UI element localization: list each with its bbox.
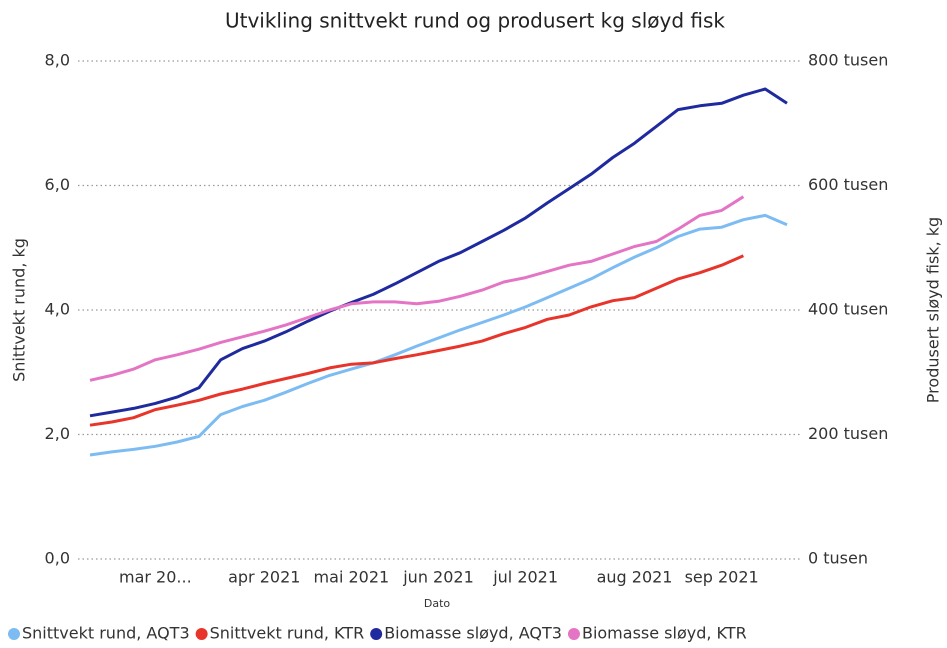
legend-marker	[567, 628, 580, 640]
x-tick-label: jun 2021	[402, 568, 474, 587]
legend-label: Snittvekt rund, KTR	[210, 624, 365, 643]
legend-marker	[8, 628, 20, 640]
series-line	[89, 254, 744, 427]
x-tick-label: aug 2021	[597, 568, 673, 587]
x-tick-label: mar 20...	[119, 568, 192, 587]
y-tick-label: 2,0	[45, 424, 70, 443]
y-tick-label: 4,0	[45, 300, 70, 319]
x-tick-label: mai 2021	[314, 568, 390, 587]
legend-label: Snittvekt rund, AQT3	[22, 624, 190, 643]
x-tick-label: jul 2021	[492, 568, 558, 587]
y-axis-title: Snittvekt rund, kg	[10, 238, 29, 382]
y2-tick-label: 0 tusen	[808, 549, 868, 568]
y-tick-label: 8,0	[45, 51, 70, 70]
y2-tick-label: 400 tusen	[808, 300, 888, 319]
y2-tick-label: 200 tusen	[808, 424, 888, 443]
x-tick-label: apr 2021	[228, 568, 300, 587]
y2-tick-label: 800 tusen	[808, 51, 888, 70]
chart-title: Utvikling snittvekt rund og produsert kg…	[225, 9, 725, 33]
y2-tick-label: 600 tusen	[808, 175, 888, 194]
y-tick-label: 0,0	[45, 549, 70, 568]
legend-marker	[195, 628, 208, 640]
series-line	[89, 195, 745, 382]
y-tick-label: 6,0	[45, 175, 70, 194]
legend-marker	[370, 628, 383, 640]
series-line	[89, 213, 788, 457]
x-tick-label: sep 2021	[685, 568, 759, 587]
y2-axis-title: Produsert sløyd fisk, kg	[924, 217, 943, 403]
legend-label: Biomasse sløyd, KTR	[582, 624, 747, 643]
series-line	[89, 87, 788, 418]
x-axis-title: Dato	[424, 597, 451, 610]
legend-label: Biomasse sløyd, AQT3	[384, 624, 562, 643]
